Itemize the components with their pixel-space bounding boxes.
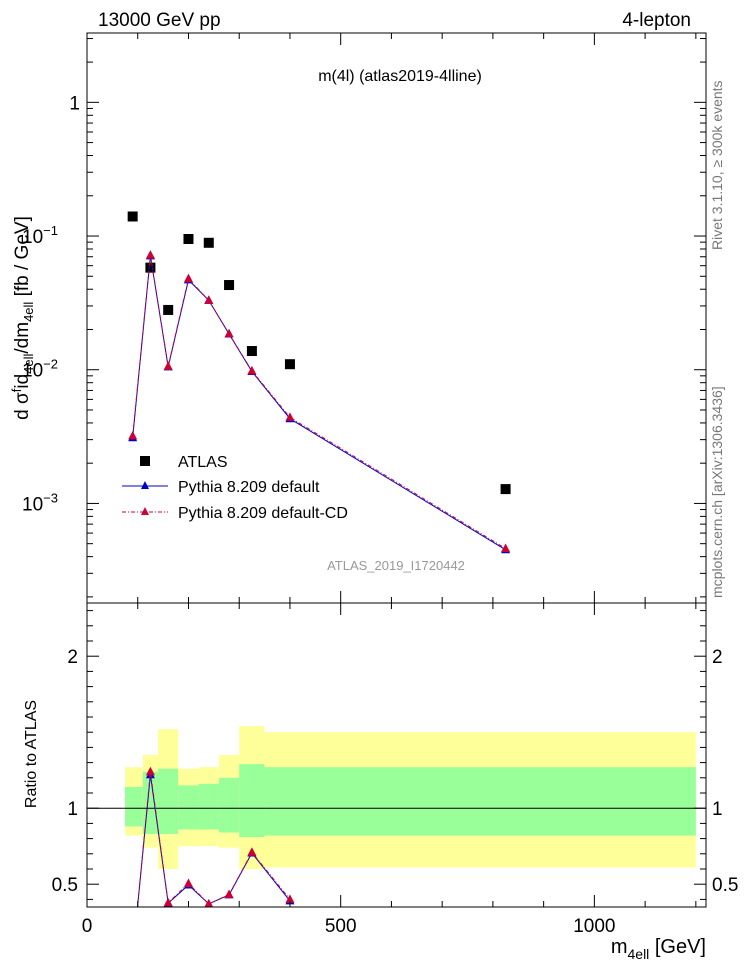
ratio-series-marker — [128, 952, 137, 961]
main-y-tick-label: 10−3 — [22, 490, 58, 515]
atlas-data-point — [284, 359, 295, 370]
series-marker — [128, 430, 138, 440]
main-y-axis-title: d σfid4ell/dm4ell [fb / GeV] — [9, 216, 36, 420]
ratio-series-marker — [247, 847, 257, 856]
ratio-series-marker — [285, 894, 295, 903]
x-tick-label: 500 — [325, 916, 357, 937]
atlas-data-point — [145, 262, 156, 273]
atlas-data-point — [183, 234, 194, 245]
watermark-label: ATLAS_2019_I1720442 — [327, 558, 465, 573]
series-marker — [163, 361, 173, 370]
main-axis-ticks — [86, 33, 706, 603]
side-label-rivet: Rivet 3.1.10, ≥ 300k events — [709, 80, 725, 250]
ratio-tick-labels: 0.5 0.5 1 1 2 2 0 500 1000 — [52, 647, 739, 937]
header-process-label: 4-lepton — [622, 10, 691, 31]
legend-marker-pythia-default — [141, 481, 149, 489]
series-marker — [204, 295, 214, 304]
ratio-y-axis-title: Ratio to ATLAS — [23, 700, 40, 808]
atlas-data-point — [203, 237, 214, 248]
band-inner — [264, 767, 696, 836]
series-marker — [145, 250, 155, 259]
svg-text:m4ell [GeV]: m4ell [GeV] — [611, 936, 706, 962]
series-marker — [224, 328, 234, 338]
svg-text:d σfid4ell/dm4ell [fb / GeV]: d σfid4ell/dm4ell [fb / GeV] — [9, 216, 36, 420]
main-plot-title: m(4l) (atlas2019-4lline) — [318, 68, 482, 85]
ratio-y-tick-label: 0.5 — [52, 875, 78, 896]
ratio-series-marker — [204, 898, 214, 907]
ratio-series-marker — [163, 897, 173, 907]
band-inner — [178, 785, 199, 830]
legend-marker-pythia-cd — [141, 507, 149, 515]
ratio-series-marker — [128, 952, 137, 961]
x-tick-label: 1000 — [573, 916, 615, 937]
band-inner — [239, 764, 265, 838]
legend-label-atlas: ATLAS — [178, 454, 228, 471]
band-inner — [198, 783, 219, 830]
x-axis-title: m4ell [GeV] — [611, 936, 706, 962]
series-marker — [285, 412, 295, 421]
atlas-data-point — [246, 346, 257, 357]
legend: ATLAS Pythia 8.209 default Pythia 8.209 … — [122, 454, 348, 522]
atlas-data-point — [163, 304, 174, 315]
atlas-data-point — [500, 484, 511, 495]
atlas-data-point — [127, 211, 138, 222]
ratio-panel-frame — [86, 602, 707, 908]
x-tick-label: 0 — [82, 916, 93, 937]
ratio-y-tick-label-right: 2 — [712, 647, 723, 668]
main-y-tick-label: 10−2 — [22, 357, 58, 382]
side-label-mcplots: mcplots.cern.ch [arXiv:1306.3436] — [709, 386, 725, 598]
ratio-series-layer — [128, 766, 295, 961]
band-inner — [158, 768, 179, 835]
band-inner — [125, 786, 143, 827]
main-y-tick-label: 1 — [69, 93, 80, 114]
ratio-y-tick-label-right: 1 — [712, 799, 723, 820]
series-marker — [247, 365, 257, 375]
main-series-layer — [127, 211, 511, 554]
legend-label-pythia-default: Pythia 8.209 default — [178, 479, 320, 496]
ratio-series-marker — [183, 878, 193, 887]
legend-label-pythia-cd: Pythia 8.209 default-CD — [178, 505, 348, 522]
ratio-y-tick-label: 1 — [67, 799, 78, 820]
header-beam-label: 13000 GeV pp — [98, 10, 221, 31]
ratio-uncertainty-bands — [125, 726, 696, 869]
atlas-data-point — [224, 280, 235, 291]
series-marker — [501, 543, 511, 553]
ratio-y-tick-label-right: 0.5 — [712, 875, 738, 896]
ratio-y-tick-label: 2 — [67, 647, 78, 668]
ratio-axis-ticks — [86, 603, 706, 907]
legend-marker-atlas — [140, 456, 150, 466]
series-marker — [183, 273, 193, 283]
ratio-series-line — [136, 771, 291, 907]
ratio-series-marker — [145, 766, 155, 776]
band-inner — [218, 777, 240, 833]
ratio-series-marker — [224, 889, 234, 899]
